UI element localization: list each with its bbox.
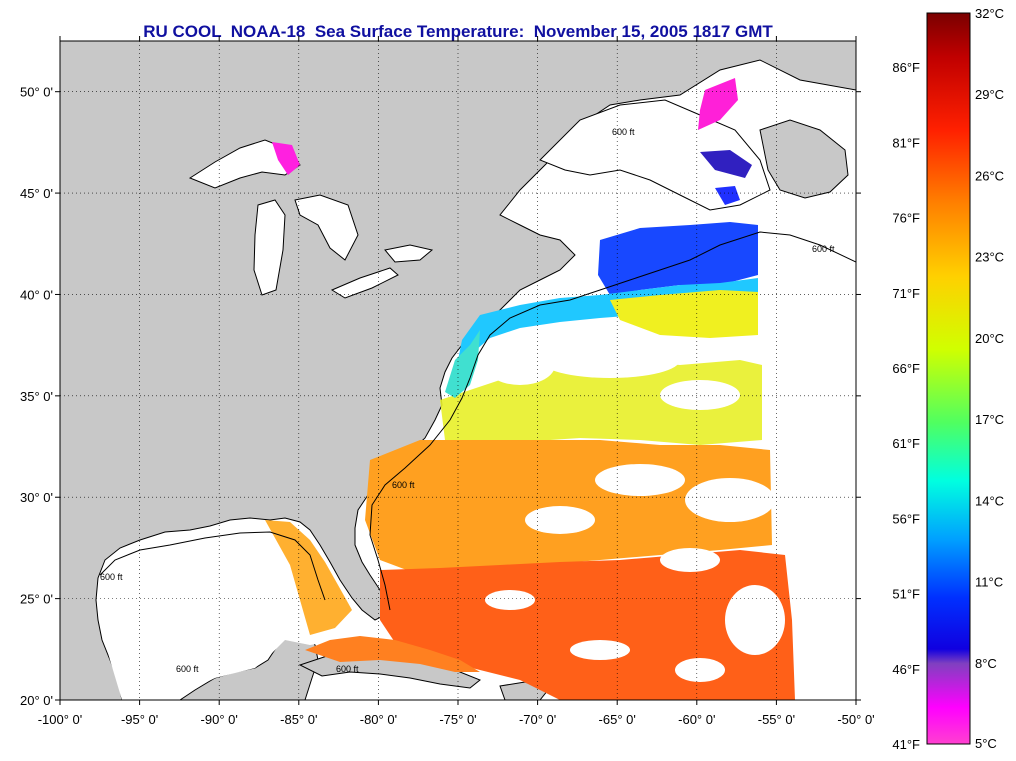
sst-region-gulf-orange [265, 520, 352, 635]
colorbar-celsius-label: 32°C [975, 6, 1004, 21]
lat-tick-label: 30° 0' [20, 490, 53, 505]
lon-tick-label: -95° 0' [121, 712, 158, 727]
lake-michigan [253, 199, 286, 296]
colorbar-celsius-label: 23°C [975, 250, 1004, 265]
colorbar-fahrenheit-label: 41°F [892, 737, 920, 752]
lon-tick-label: -55° 0' [758, 712, 795, 727]
colorbar-celsius-label: 17°C [975, 412, 1004, 427]
colorbar-celsius-label: 20°C [975, 331, 1004, 346]
cloud-cover [485, 342, 785, 682]
lat-tick-label: 20° 0' [20, 693, 53, 708]
land-newfoundland [759, 119, 849, 199]
contour-label-northeast: 600 ft [812, 244, 835, 254]
lon-tick-label: -65° 0' [599, 712, 636, 727]
lake-erie [330, 267, 399, 299]
contour-label-carolina: 600 ft [392, 480, 415, 490]
lat-tick-label: 40° 0' [20, 287, 53, 302]
colorbar-fahrenheit-label: 61°F [892, 436, 920, 451]
colorbar-celsius-label: 29°C [975, 87, 1004, 102]
map-gridlines [60, 41, 856, 700]
contour-label-stlawrence: 600 ft [612, 127, 635, 137]
lat-tick-label: 45° 0' [20, 186, 53, 201]
gulf-st-lawrence [539, 99, 771, 211]
colorbar-fahrenheit-label: 56°F [892, 511, 920, 526]
sst-region-magenta-gulf [698, 78, 738, 130]
lon-tick-label: -80° 0' [360, 712, 397, 727]
colorbar-fahrenheit-label: 76°F [892, 211, 920, 226]
colorbar-fahrenheit-label: 51°F [892, 587, 920, 602]
lake-ontario [384, 244, 434, 263]
colorbar-fahrenheit-label: 66°F [892, 361, 920, 376]
lon-tick-label: -100° 0' [38, 712, 83, 727]
contour-label-yucatan: 600 ft [176, 664, 199, 674]
lon-tick-label: -75° 0' [439, 712, 476, 727]
sst-region-cold [598, 222, 758, 295]
lon-tick-label: -90° 0' [201, 712, 238, 727]
sst-region-coastal-cyan [445, 330, 480, 398]
lat-tick-label: 50° 0' [20, 85, 53, 100]
chart-title: RU COOL NOAA-18 Sea Surface Temperature:… [143, 22, 773, 41]
lat-tick-label: 35° 0' [20, 389, 53, 404]
colorbar-celsius-label: 14°C [975, 493, 1004, 508]
colorbar-celsius-label: 26°C [975, 168, 1004, 183]
lat-tick-label: 25° 0' [20, 592, 53, 607]
sst-region-gulf-south [305, 636, 480, 672]
colorbar-labels: 32°C 29°C 26°C 23°C 20°C 17°C 14°C 11°C 8°C 5°C 86… [892, 6, 1004, 752]
colorbar-fahrenheit-label: 71°F [892, 286, 920, 301]
map-plot-area: 600 ft 600 ft 600 ft 600 ft 600 ft 600 f… [60, 41, 856, 700]
lon-tick-label: -60° 0' [678, 712, 715, 727]
contour-label-gulf: 600 ft [100, 572, 123, 582]
sst-region-magenta-superior [272, 142, 300, 175]
colorbar-fahrenheit-label: 86°F [892, 60, 920, 75]
bathymetry-contour-600ft [369, 231, 856, 611]
colorbar-celsius-label: 8°C [975, 656, 997, 671]
colorbar-fahrenheit-label: 46°F [892, 662, 920, 677]
sst-region-blue-gulf [715, 186, 740, 205]
colorbar-celsius-label: 5°C [975, 736, 997, 751]
sst-region-purple [700, 150, 752, 178]
sst-region-yellow [610, 290, 758, 338]
colorbar-celsius-label: 11°C [975, 575, 1003, 590]
lon-tick-label: -50° 0' [837, 712, 874, 727]
colorbar: 32°C 29°C 26°C 23°C 20°C 17°C 14°C 11°C 8°C 5°C 86… [892, 6, 1004, 752]
contour-label-cuba: 600 ft [336, 664, 359, 674]
lon-tick-label: -70° 0' [519, 712, 556, 727]
bathymetry-contour-gulf [99, 531, 326, 601]
lon-tick-label: -85° 0' [280, 712, 317, 727]
map-axis-ticks: -100° 0' -95° 0' -90° 0' -85° 0' -80° 0' -75°… [20, 36, 875, 727]
lake-huron [294, 194, 359, 261]
colorbar-gradient [926, 12, 971, 745]
colorbar-fahrenheit-label: 81°F [892, 135, 920, 150]
